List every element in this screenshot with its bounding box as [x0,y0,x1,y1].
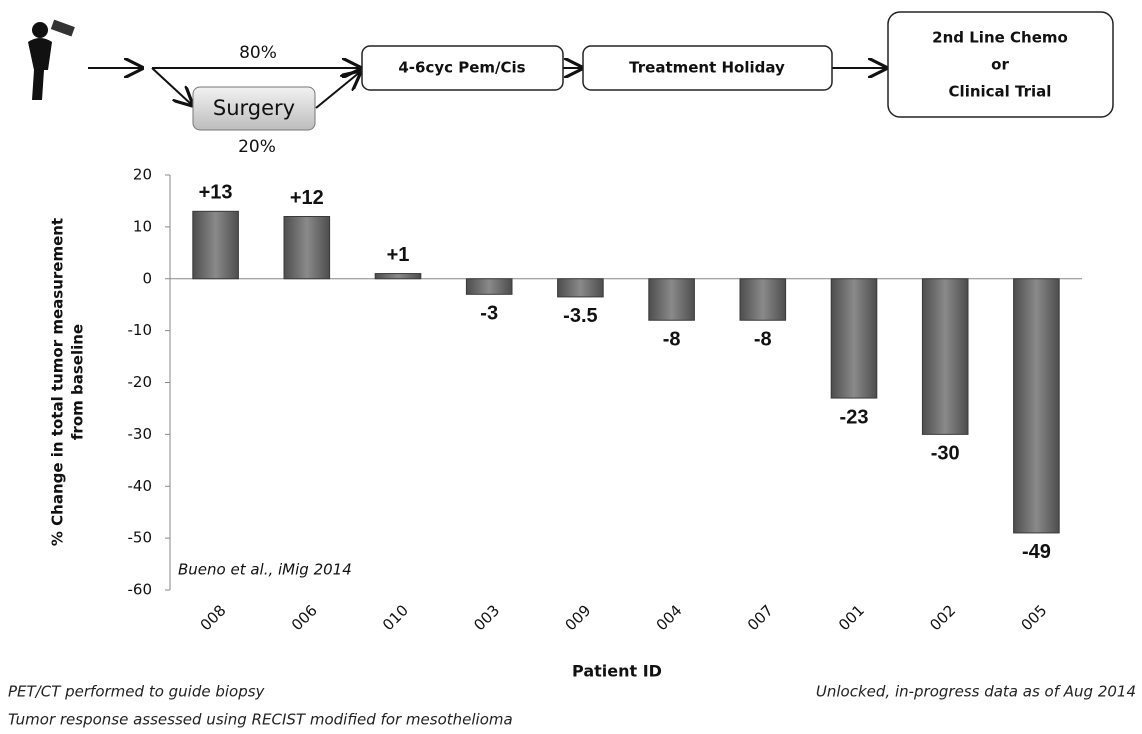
y-tick-label: 0 [142,269,152,287]
final-label: 2nd Line Chemo [932,29,1068,47]
flow-arrows [88,68,886,108]
value-label: -3.5 [563,305,597,327]
value-label: -23 [840,406,869,428]
x-axis-title: Patient ID [572,662,662,681]
y-tick-label: 10 [133,217,152,235]
bar [465,278,513,295]
y-tick-label: -60 [128,581,153,599]
value-label: +12 [290,187,324,209]
step-box [582,45,833,91]
y-tick-label: -20 [128,373,153,391]
y-tick-label: -50 [128,529,153,547]
value-label: +1 [387,244,410,266]
bar [921,278,969,435]
bar [374,273,422,280]
x-tick-label: 005 [1017,601,1050,634]
y-axis-title-line: % Change in total tumor measurement [49,218,67,546]
surgery-label: Surgery [213,96,295,120]
bar [557,278,604,298]
bar [192,210,239,280]
x-tick-label: 001 [835,601,868,634]
y-tick-label: 20 [133,166,152,184]
final-box [887,11,1114,118]
step-label: Treatment Holiday [629,59,785,77]
x-tick-label: 007 [744,601,777,634]
annotation: Bueno et al., iMig 2014 [178,561,352,579]
bar [830,278,878,399]
value-label: -8 [754,329,772,351]
footnote: Tumor response assessed using RECIST mod… [8,711,513,729]
y-tick-label: -30 [128,425,153,443]
final-label: or [991,56,1009,74]
value-label: -3 [480,303,498,325]
patient-icon [28,19,75,100]
x-tick-label: 009 [561,601,594,634]
step-label: 4-6cyc Pem/Cis [398,59,525,77]
bar [1013,278,1060,534]
x-tick-label: 004 [653,601,686,634]
split-label: 20% [238,137,276,157]
final-label: Clinical Trial [949,83,1052,101]
x-tick-label: 010 [379,601,412,634]
bar [739,278,787,321]
y-axis-title-line: from baseline [69,324,87,440]
value-label: -49 [1022,541,1051,563]
surgery-box [192,86,316,131]
bar [283,216,331,280]
x-tick-label: 008 [197,601,230,634]
footnote: Unlocked, in-progress data as of Aug 201… [816,683,1136,701]
x-tick-label: 003 [470,601,503,634]
x-tick-label: 002 [926,601,959,634]
step-box [361,45,564,91]
bar [648,278,695,321]
value-label: +13 [199,182,233,204]
split-label: 80% [239,43,277,63]
value-label: -30 [931,443,960,465]
value-label: -8 [663,329,681,351]
x-tick-label: 006 [288,601,321,634]
y-axis-title: % Change in total tumor measurement from… [49,218,87,546]
y-tick-label: -10 [128,321,153,339]
footnote: PET/CT performed to guide biopsy [8,683,266,701]
y-tick-label: -40 [128,477,153,495]
